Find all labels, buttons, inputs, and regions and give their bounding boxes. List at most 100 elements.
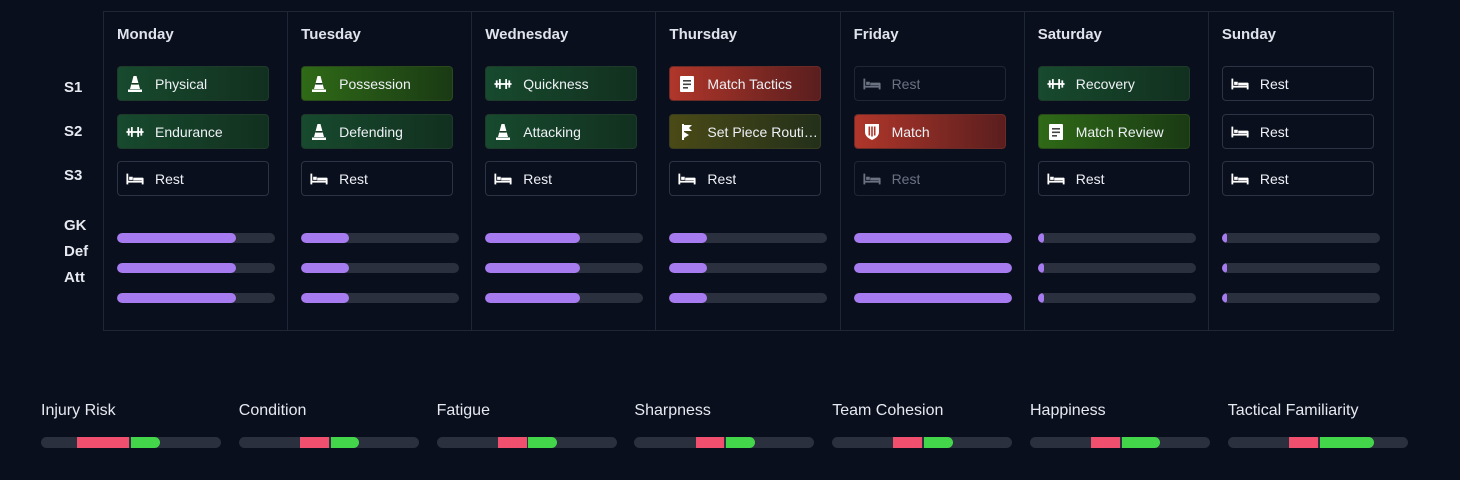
day-column-thursday: Thursday Match Tactics Set Piece Routines R… — [656, 12, 841, 330]
day-title: Monday — [117, 26, 174, 43]
metric-name: Team Cohesion — [832, 402, 944, 419]
session-slot-s1[interactable]: Possession — [301, 66, 454, 101]
metric-name: Happiness — [1030, 402, 1106, 419]
day-column-friday: Friday Rest Match Rest — [841, 12, 1025, 330]
metric-name: Injury Risk — [41, 402, 116, 419]
session-slot-s3[interactable]: Rest — [301, 161, 454, 196]
session-slot-s2[interactable]: Attacking — [485, 114, 638, 149]
load-bar-gk — [301, 233, 460, 243]
load-bar-gk — [1037, 233, 1196, 243]
session-slot-s3[interactable]: Rest — [1037, 161, 1190, 196]
bed-icon — [1231, 170, 1249, 188]
cone-icon — [310, 123, 328, 141]
session-slot-s1[interactable]: Match Tactics — [669, 66, 822, 101]
load-bar-att — [1037, 293, 1196, 303]
day-column-wednesday: Wednesday Quickness Attacking Rest — [472, 12, 657, 330]
session-label: Physical — [155, 75, 208, 92]
session-label: Rest — [155, 170, 184, 187]
load-bar-def — [669, 263, 828, 273]
session-slot-s2[interactable]: Defending — [301, 114, 454, 149]
clipboard-icon — [678, 75, 696, 93]
metric-positive-segment — [1319, 437, 1374, 448]
metric-bar — [832, 437, 1013, 448]
day-title: Sunday — [1221, 26, 1277, 43]
session-label: Rest — [1259, 170, 1289, 187]
day-title: Friday — [853, 26, 899, 43]
metric-positive-segment — [923, 437, 953, 448]
session-slot-s1[interactable]: Physical — [117, 66, 269, 101]
load-bar-gk — [1221, 233, 1380, 243]
load-bar-att — [301, 293, 460, 303]
load-bar-def — [853, 263, 1012, 273]
session-label: Attacking — [523, 123, 581, 140]
dumbbell-icon — [494, 75, 512, 93]
dumbbell-icon — [126, 123, 144, 141]
day-title: Tuesday — [301, 26, 361, 43]
session-slot-s2[interactable]: Rest — [1221, 114, 1374, 149]
bed-icon — [1047, 170, 1065, 188]
session-label: Rest — [1259, 75, 1289, 92]
row-label-def: Def — [64, 243, 89, 260]
session-slot-s3[interactable]: Rest — [1221, 161, 1374, 196]
metric-negative-segment — [1288, 437, 1318, 448]
session-label: Match Tactics — [707, 75, 792, 92]
load-bar-def — [301, 263, 460, 273]
session-label: Quickness — [523, 75, 589, 92]
session-slot-s2[interactable]: Match Review — [1037, 114, 1190, 149]
session-label: Endurance — [155, 123, 223, 140]
load-bar-fill — [853, 293, 1012, 303]
load-bar-def — [1037, 263, 1196, 273]
session-label: Rest — [891, 75, 921, 92]
metric-injury-risk: Injury Risk — [41, 402, 223, 448]
row-label-s2: S2 — [64, 123, 83, 140]
session-slot-s3[interactable]: Rest — [485, 161, 638, 196]
row-label-s3: S3 — [64, 167, 83, 184]
day-column-monday: Monday Physical Endurance Rest — [104, 12, 289, 330]
metric-name: Tactical Familiarity — [1227, 402, 1359, 419]
dumbbell-icon — [1047, 75, 1065, 93]
session-slot-s1[interactable]: Quickness — [485, 66, 638, 101]
metric-bar — [436, 437, 617, 448]
session-label: Rest — [1075, 170, 1105, 187]
metric-sharpness: Sharpness — [634, 402, 816, 448]
metric-positive-segment — [726, 437, 755, 448]
session-slot-s2[interactable]: Endurance — [117, 114, 269, 149]
session-slot-s3[interactable]: Rest — [117, 161, 269, 196]
session-slot-s1[interactable]: Rest — [853, 66, 1006, 101]
metric-negative-segment — [695, 437, 725, 448]
load-bar-fill — [301, 293, 349, 303]
metric-bar — [41, 437, 221, 448]
load-bar-gk — [853, 233, 1012, 243]
load-bar-fill — [1221, 233, 1227, 243]
session-slot-s2[interactable]: Set Piece Routines — [669, 114, 822, 149]
metric-bar — [634, 437, 815, 448]
day-column-saturday: Saturday Recovery Match Review Rest — [1025, 12, 1209, 330]
metric-negative-segment — [77, 437, 130, 448]
load-bar-fill — [485, 233, 581, 243]
day-title: Saturday — [1037, 26, 1102, 43]
load-bar-def — [117, 263, 275, 273]
metric-condition: Condition — [238, 402, 421, 448]
metric-tactical-familiarity: Tactical Familiarity — [1227, 402, 1410, 448]
session-label: Possession — [339, 75, 411, 92]
shield-icon — [863, 123, 881, 141]
bed-icon — [126, 170, 144, 188]
load-bar-fill — [853, 233, 1012, 243]
session-slot-s3[interactable]: Rest — [853, 161, 1006, 196]
session-slot-s1[interactable]: Rest — [1221, 66, 1374, 101]
row-label-s1: S1 — [64, 79, 83, 96]
session-slot-s3[interactable]: Rest — [669, 161, 822, 196]
session-label: Match — [891, 123, 930, 140]
session-label: Rest — [339, 170, 368, 187]
session-label: Match Review — [1075, 123, 1164, 140]
session-slot-s1[interactable]: Recovery — [1037, 66, 1190, 101]
day-column-sunday: Sunday Rest Rest Rest — [1209, 12, 1393, 330]
session-label: Rest — [1259, 123, 1289, 140]
load-bar-fill — [1037, 293, 1045, 303]
bed-icon — [1231, 75, 1249, 93]
metric-positive-segment — [1121, 437, 1160, 448]
session-slot-s2[interactable]: Match — [853, 114, 1006, 149]
metric-bar — [238, 437, 419, 448]
metric-fatigue: Fatigue — [436, 402, 619, 448]
session-label: Set Piece Routines — [707, 123, 821, 140]
